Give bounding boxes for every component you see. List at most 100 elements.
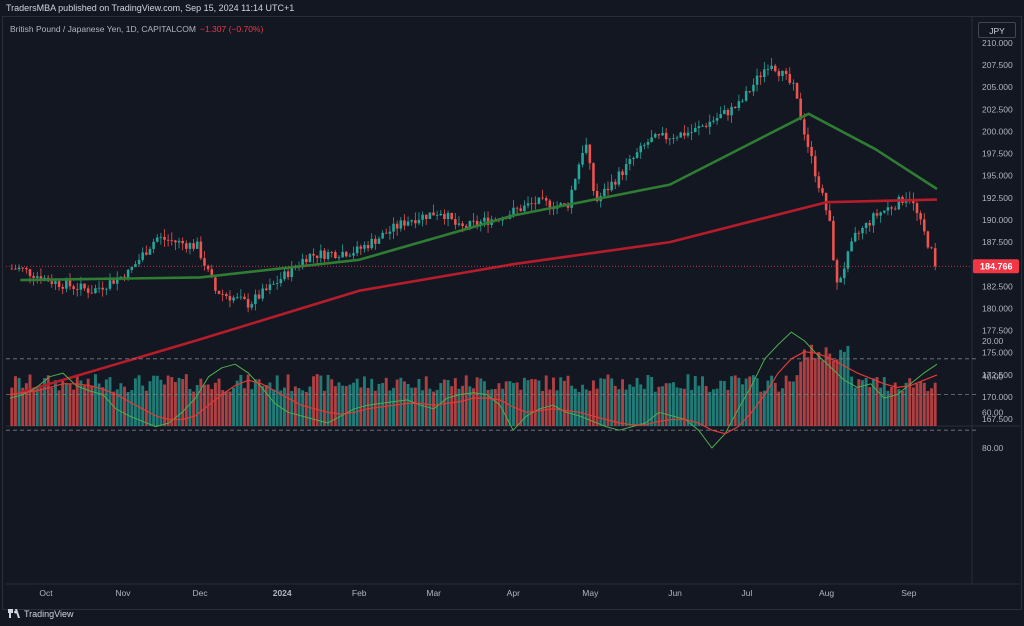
price-tick-label: 187.500 — [982, 237, 1013, 247]
volume-bar — [777, 391, 781, 426]
candle-body — [864, 223, 868, 229]
volume-bar — [392, 387, 395, 426]
volume-bar — [275, 375, 279, 426]
volume-bar — [32, 388, 36, 426]
volume-bar — [177, 377, 181, 426]
candle-body — [312, 253, 315, 256]
volume-bar — [617, 389, 621, 426]
candle-body — [97, 287, 101, 289]
volume-bar — [195, 384, 199, 426]
volume-bar — [831, 360, 835, 426]
candle-body — [25, 267, 28, 270]
volume-bar — [13, 376, 17, 426]
candle-body — [730, 106, 733, 116]
candle-body — [337, 257, 341, 259]
candle-body — [301, 258, 304, 266]
volume-bar — [333, 386, 337, 426]
volume-bar — [781, 388, 784, 426]
volume-bars — [10, 344, 937, 426]
volume-bar — [35, 386, 39, 426]
volume-bar — [112, 391, 116, 426]
candle-body — [239, 296, 243, 298]
volume-bar — [344, 386, 348, 426]
volume-bar — [315, 374, 319, 426]
volume-bar — [421, 390, 425, 426]
volume-bar — [472, 388, 475, 426]
volume-bar — [708, 391, 712, 426]
candle-body — [39, 276, 43, 281]
volume-bar — [501, 388, 505, 426]
volume-bar — [286, 374, 290, 426]
volume-bar — [846, 345, 850, 426]
volume-bar — [464, 375, 468, 426]
candle-body — [112, 280, 115, 284]
axes: 210.000 207.500 205.000 202.500 200.000 197.5… — [6, 38, 1019, 598]
volume-bar — [450, 386, 454, 426]
volume-bar — [119, 383, 123, 426]
candle-body — [348, 255, 352, 257]
volume-bar — [726, 389, 730, 426]
volume-bar — [337, 382, 341, 426]
candle-body — [203, 258, 206, 266]
volume-bar — [93, 374, 97, 426]
candle-body — [181, 240, 184, 244]
candle-body — [872, 213, 875, 226]
volume-bar — [243, 388, 246, 426]
candle-body — [94, 288, 97, 294]
candle-body — [581, 152, 584, 165]
volume-bar — [842, 351, 846, 426]
candle-body — [879, 212, 882, 216]
volume-bar — [671, 382, 675, 426]
volume-bar — [362, 376, 366, 426]
candle-body — [257, 294, 261, 299]
volume-bar — [43, 378, 46, 426]
volume-bar — [213, 382, 217, 426]
currency-button[interactable]: JPY — [978, 22, 1016, 38]
volume-bar — [126, 391, 130, 426]
volume-bar — [279, 390, 283, 426]
volume-bar — [566, 375, 570, 426]
candle-body — [221, 293, 224, 295]
candle-body — [777, 71, 781, 76]
volume-bar — [366, 387, 370, 426]
candle-body — [35, 276, 39, 278]
candle-body — [468, 220, 472, 228]
candle-body — [566, 204, 570, 208]
price-tick-label: 207.500 — [982, 60, 1013, 70]
volume-bar — [653, 391, 657, 426]
candle-body — [926, 231, 930, 248]
candle-body — [155, 237, 159, 242]
price-tick-label: 205.000 — [982, 82, 1013, 92]
candle-body — [377, 238, 381, 244]
candle-body — [174, 240, 177, 243]
candle-body — [330, 252, 333, 253]
candle-body — [788, 74, 792, 83]
candle-body — [79, 283, 83, 290]
candle-body — [457, 223, 461, 225]
candle-body — [424, 214, 428, 220]
volume-bar — [293, 386, 297, 426]
footer: TradingView — [8, 609, 74, 619]
volume-bar — [312, 376, 316, 426]
candle-body — [515, 207, 519, 209]
volume-bar — [759, 391, 763, 426]
candle-body — [792, 82, 795, 84]
volume-bar — [693, 376, 697, 426]
candle-body — [374, 238, 377, 244]
time-tick-label: 2024 — [273, 588, 292, 598]
volume-bar — [490, 389, 494, 426]
candle-body — [544, 198, 548, 201]
volume-bar — [152, 375, 156, 426]
candle-body — [828, 210, 832, 221]
price-tick-label: 167.500 — [982, 414, 1013, 424]
volume-bar — [610, 378, 614, 426]
candle-body — [726, 109, 730, 116]
volume-bar — [599, 378, 603, 426]
candle-body — [850, 241, 853, 252]
price-tick-label: 192.500 — [982, 193, 1013, 203]
price-tick-label: 200.000 — [982, 126, 1013, 136]
candle-body — [54, 281, 57, 284]
volume-bar — [137, 375, 141, 426]
volume-bar — [144, 390, 148, 426]
